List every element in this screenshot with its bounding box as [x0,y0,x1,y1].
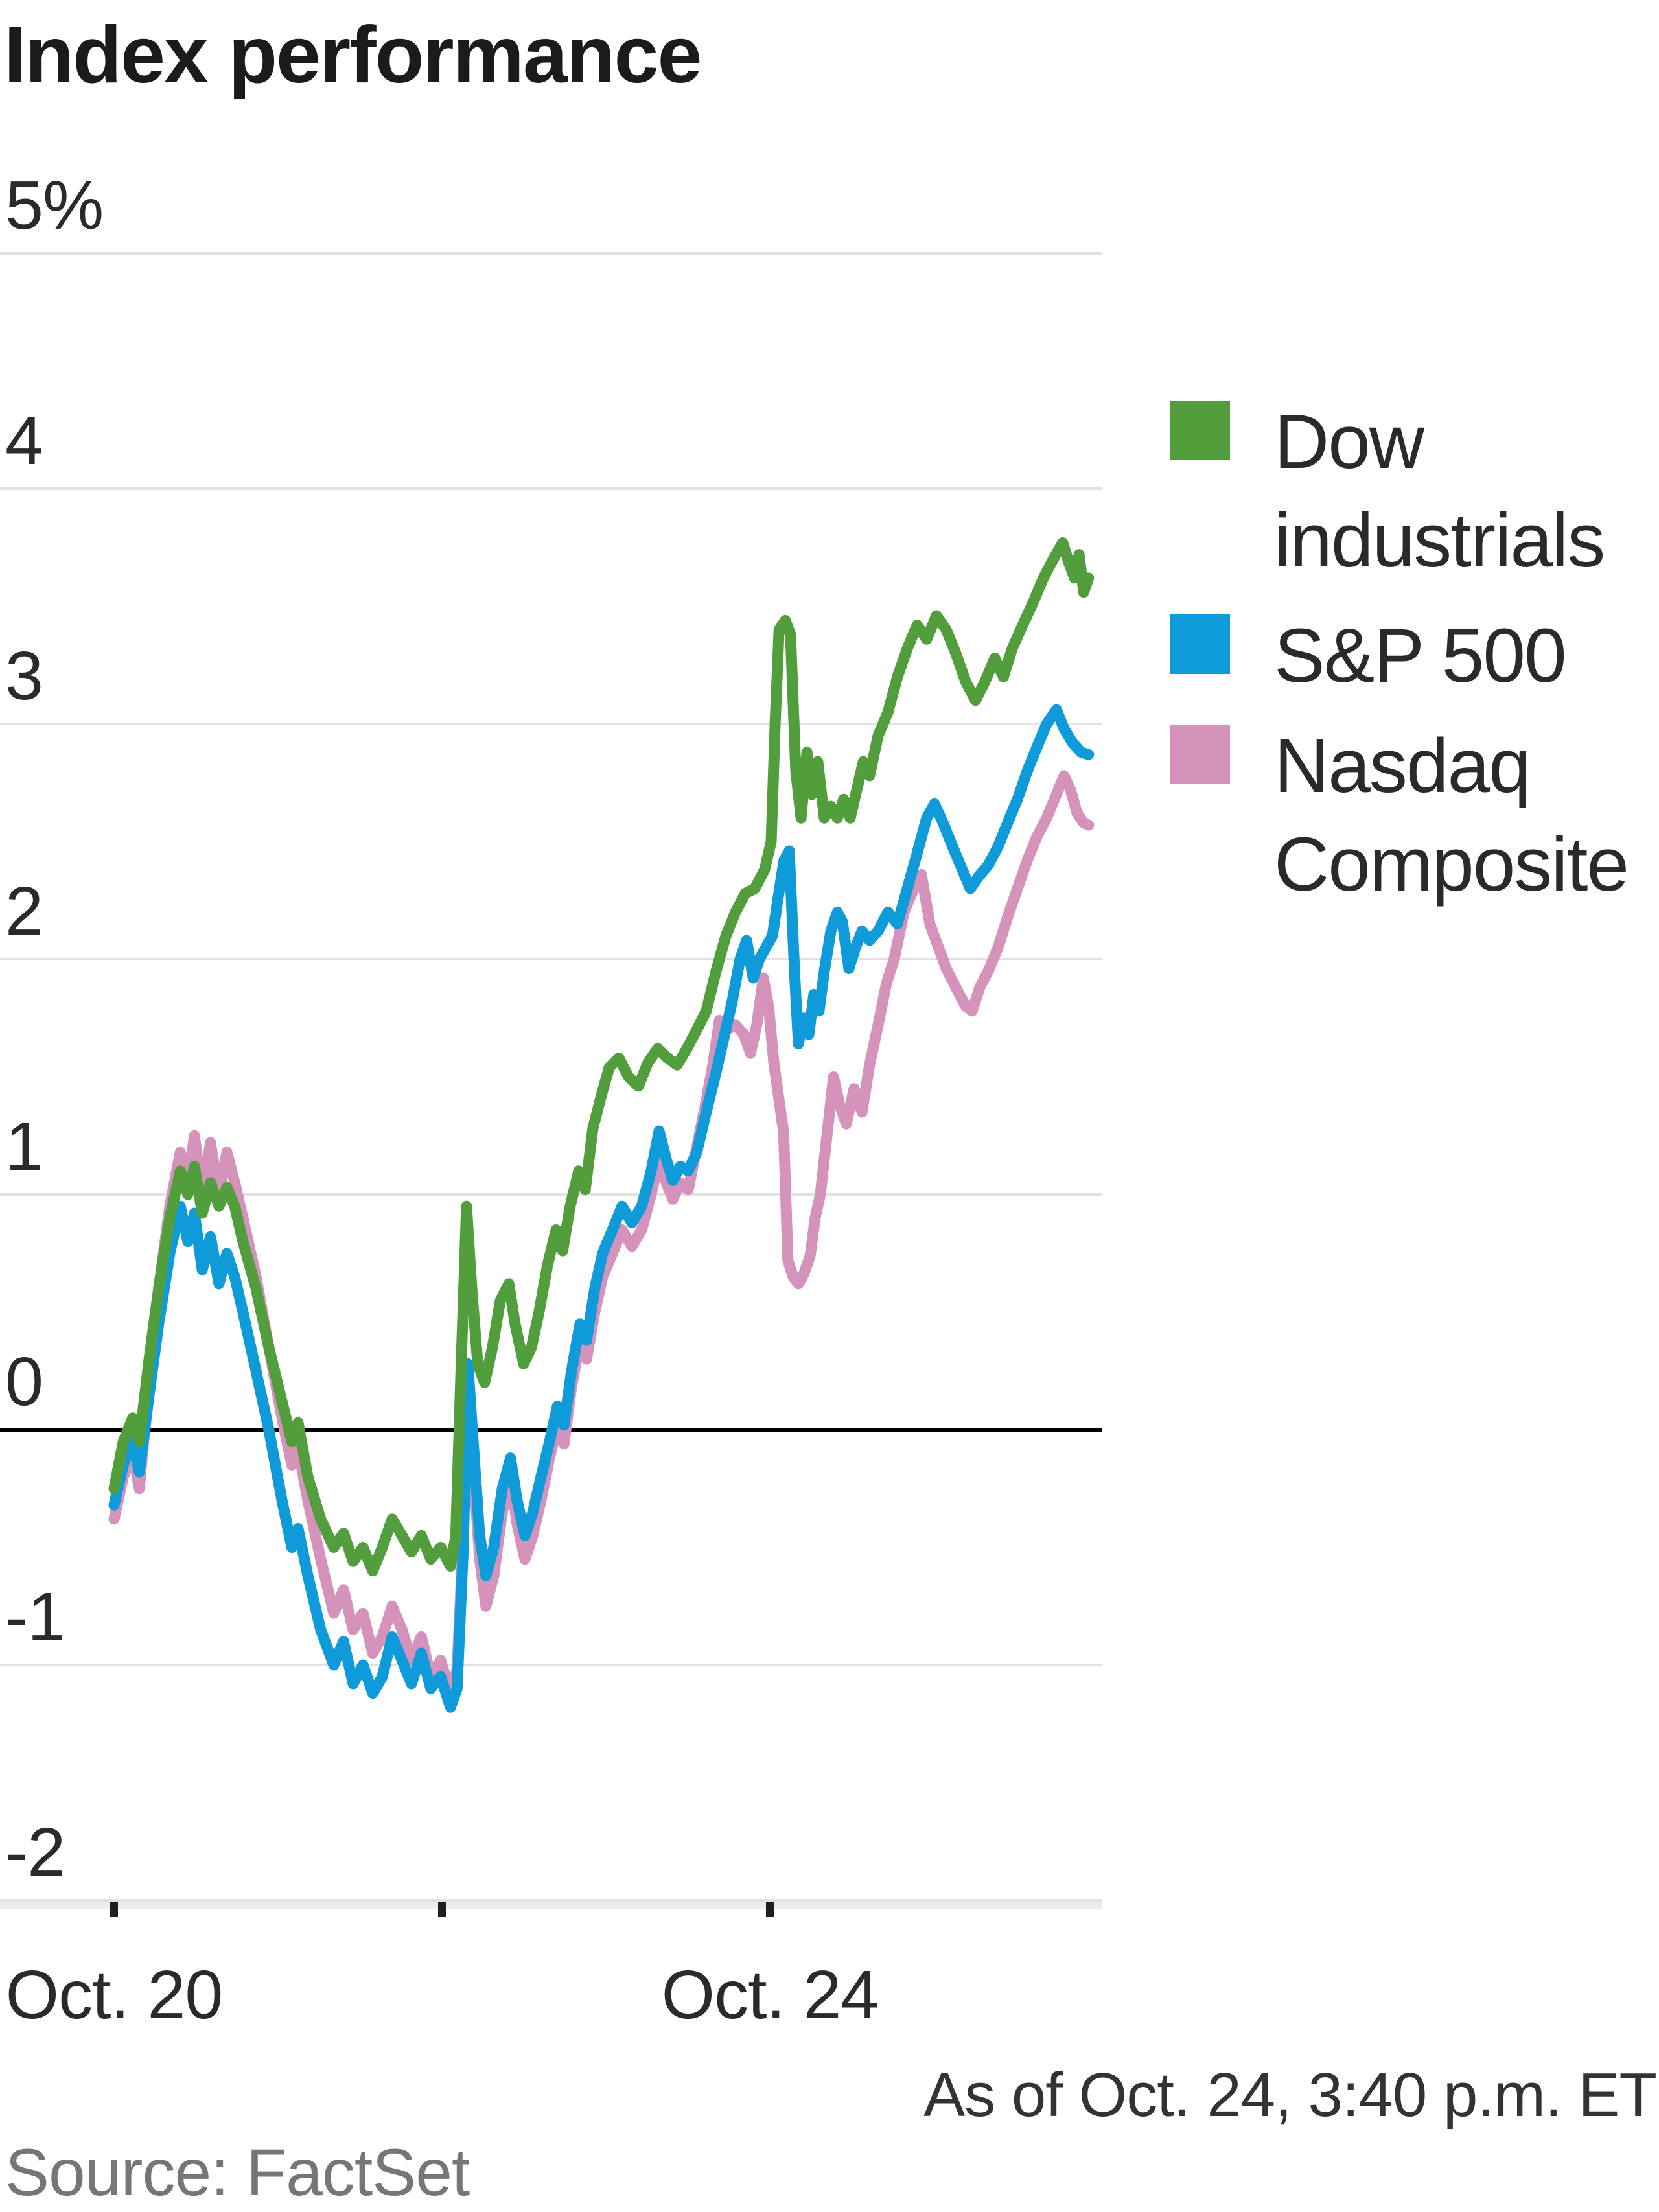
series-line-s-p-500 [108,704,1095,1713]
x-axis-label: Oct. 24 [661,1957,879,2033]
series-line-nasdaq-composite [108,770,1095,1699]
y-axis-label: 1 [5,1108,43,1185]
y-axis-label: 3 [5,638,43,714]
legend-swatch-icon [1170,401,1230,460]
y-axis-label: 0 [5,1344,43,1420]
legend-label: S&P 500 [1274,613,1567,699]
as-of-timestamp: As of Oct. 24, 3:40 p.m. ET [923,2060,1657,2130]
legend-swatch-icon [1170,614,1230,674]
legend-label: Nasdaq Composite [1274,723,1629,907]
y-axis-label: 5% [5,167,104,244]
x-axis-label: Oct. 20 [5,1957,224,2033]
y-axis-label: 2 [5,873,43,949]
y-axis-label: -2 [5,1814,65,1891]
legend-label: Dow industrials [1274,399,1605,583]
source-credit: Source: FactSet [5,2136,470,2209]
chart-title: Index performance [4,10,702,100]
legend-swatch-icon [1170,725,1230,784]
series-line-dow-industrials [108,537,1095,1577]
y-axis-label: -1 [5,1579,65,1655]
y-axis-label: 4 [5,402,43,479]
